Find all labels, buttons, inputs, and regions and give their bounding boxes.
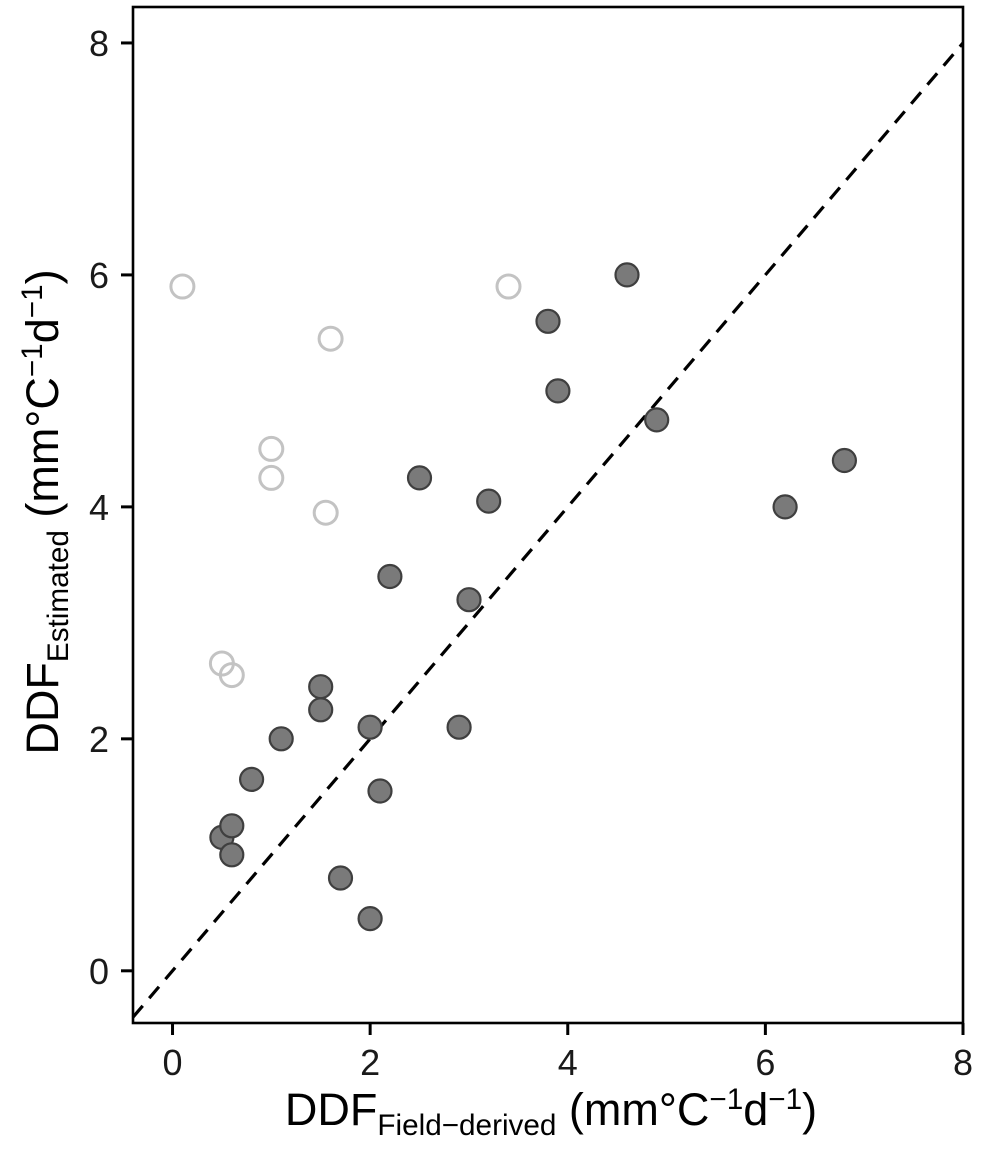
filled-gray-circles-point: [406, 465, 433, 491]
x-axis-title-unit-open: (mm°C: [556, 1084, 710, 1136]
open-light-gray-circles-point: [317, 325, 344, 352]
y-tick-label: 8: [89, 23, 109, 64]
x-axis-title-subscript: Field−derived: [377, 1109, 557, 1143]
filled-gray-circles-point: [644, 407, 670, 433]
x-axis-title-unit-mid: d: [743, 1084, 769, 1136]
x-axis-title-exponent-2: −1: [768, 1083, 803, 1117]
x-axis-title: DDFField−derived (mm°C−1d−1): [285, 1085, 817, 1141]
filled-gray-circles-point: [446, 714, 472, 740]
x-tick-label: 8: [953, 1042, 973, 1083]
filled-gray-circles-point: [545, 378, 571, 404]
filled-gray-circles-point: [456, 587, 482, 613]
open-light-gray-circles-point: [218, 662, 245, 689]
filled-gray-circles-point: [357, 714, 383, 740]
filled-gray-circles-point: [535, 308, 561, 334]
filled-gray-circles-point: [219, 813, 245, 839]
y-axis-title-unit-open: (mm°C: [17, 377, 69, 531]
x-tick-label: 2: [360, 1042, 380, 1083]
identity-line: [131, 41, 965, 1019]
y-tick-label: 0: [89, 951, 109, 992]
filled-gray-circles-point: [476, 488, 502, 514]
open-light-gray-circles-point: [312, 499, 339, 526]
open-light-gray-circles-point: [495, 273, 522, 300]
x-tick-label: 6: [755, 1042, 775, 1083]
filled-gray-circles-point: [831, 447, 858, 474]
filled-gray-circles-point: [308, 674, 334, 700]
filled-gray-circles-point: [219, 842, 245, 868]
panel-border: [131, 5, 965, 1025]
filled-gray-circles-point: [239, 766, 265, 793]
filled-gray-circles-point: [357, 905, 383, 932]
filled-gray-circles-point: [377, 563, 403, 590]
filled-gray-circles-point: [268, 726, 294, 752]
y-tick-label: 2: [89, 719, 109, 760]
filled-gray-circles-point: [327, 865, 354, 891]
y-axis-title-subscript: Estimated: [42, 530, 76, 663]
y-axis-title-exponent-2: −1: [16, 284, 50, 319]
filled-gray-circles-point: [614, 262, 640, 288]
y-tick-label: 6: [89, 255, 109, 296]
filled-gray-circles-point: [367, 778, 393, 804]
x-axis-title-prefix: DDF: [284, 1084, 378, 1136]
open-light-gray-circles-point: [169, 273, 196, 300]
filled-gray-circles-point: [308, 697, 334, 723]
x-axis-title-unit-close: ): [802, 1084, 818, 1136]
y-axis-title-unit-close: ): [17, 269, 69, 285]
open-light-gray-circles-point: [258, 464, 285, 491]
x-axis-title-exponent-1: −1: [709, 1083, 744, 1117]
y-axis-title-prefix: DDF: [17, 662, 69, 755]
y-axis-title: DDFEstimated (mm°C−1d−1): [16, 269, 76, 755]
y-tick-label: 4: [89, 487, 109, 528]
open-light-gray-circles-point: [258, 435, 285, 462]
x-tick-label: 4: [558, 1042, 578, 1083]
y-axis-title-unit-mid: d: [17, 318, 69, 344]
filled-gray-circles-point: [772, 494, 798, 520]
x-tick-label: 0: [163, 1042, 183, 1083]
y-axis-title-exponent-1: −1: [16, 343, 50, 378]
